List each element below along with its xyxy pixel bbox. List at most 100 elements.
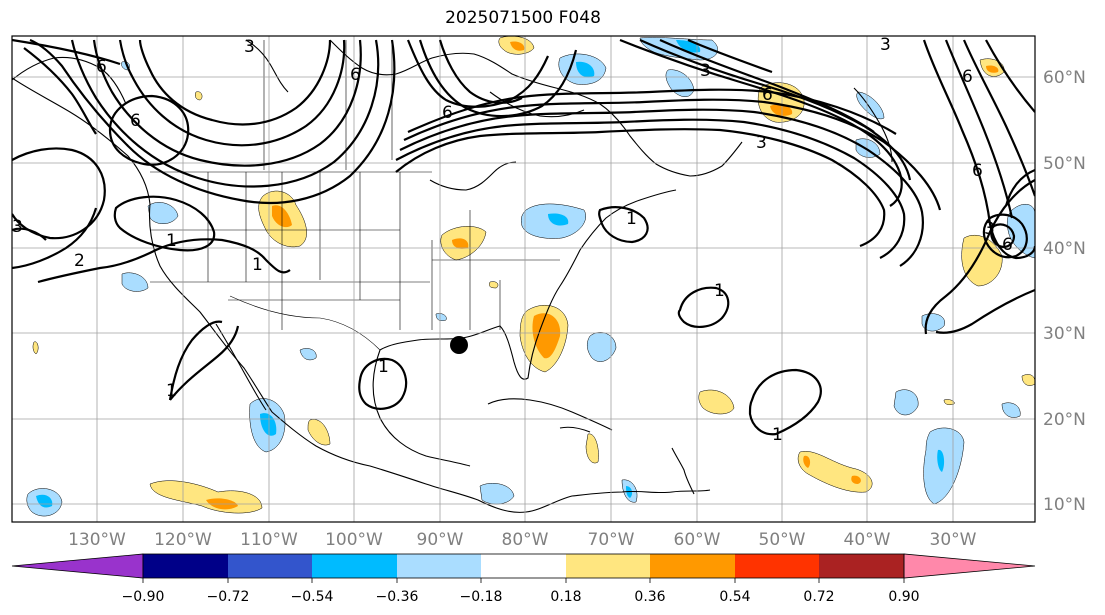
- anomaly-negative: [576, 61, 595, 78]
- anomaly-negative: [479, 483, 515, 505]
- contour-label: 1: [166, 381, 177, 401]
- colorbar-segment: [481, 554, 566, 578]
- latitude-label: 10°N: [1043, 495, 1086, 515]
- contour-label: 1: [378, 357, 389, 377]
- longitude-label: 30°W: [930, 530, 977, 550]
- anomaly-negative: [1001, 402, 1021, 418]
- colorbar-segment: [143, 554, 228, 578]
- colorbar-segment: [312, 554, 397, 578]
- anomaly-positive: [307, 419, 331, 446]
- map-title: 2025071500 F048: [445, 8, 601, 28]
- colorbar-outline: [142, 553, 905, 579]
- contour-label: 2: [74, 251, 85, 271]
- contour-label: 6: [350, 65, 361, 85]
- map-frame: [11, 35, 1036, 523]
- anomaly-negative: [587, 332, 617, 362]
- anomaly-positive: [1021, 374, 1035, 386]
- colorbar-tick-label: −0.18: [460, 589, 503, 605]
- colorbar-segment: [228, 554, 312, 578]
- colorbar-segment: [397, 554, 481, 578]
- colorbar-segment: [11, 553, 144, 579]
- colorbar-tick-label: 0.54: [719, 589, 750, 605]
- longitude-label: 130°W: [68, 530, 126, 550]
- graticule: [12, 36, 1035, 522]
- contour-label: 1: [626, 209, 637, 229]
- colorbar-segment: [903, 553, 1036, 579]
- contour-label: 6: [972, 161, 983, 181]
- latitude-labels: 60°N 50°N 40°N 30°N 20°N 10°N: [1043, 68, 1086, 515]
- anomaly-negative: [893, 389, 919, 416]
- anomaly-negative: [147, 202, 179, 224]
- anomaly-negative: [937, 449, 945, 472]
- latitude-label: 20°N: [1043, 410, 1086, 430]
- latitude-label: 60°N: [1043, 68, 1086, 88]
- longitude-label: 60°W: [674, 530, 721, 550]
- anomaly-negative: [548, 213, 569, 226]
- colorbar-tick-label: 0.36: [634, 589, 665, 605]
- anomaly-positive: [943, 399, 955, 406]
- anomaly-positive: [698, 389, 735, 415]
- storm-position-marker: [450, 336, 468, 354]
- colorbar-segment: [566, 554, 650, 578]
- colorbar-tick-label: −0.54: [291, 589, 334, 605]
- longitude-label: 70°W: [588, 530, 635, 550]
- anomaly-positive: [489, 281, 499, 289]
- colorbar-tick-label: 0.18: [550, 589, 581, 605]
- contour-label: 1: [252, 255, 263, 275]
- contour-label: 6: [762, 85, 773, 105]
- anomaly-positive: [194, 91, 203, 101]
- colorbar-tick-label: −0.36: [376, 589, 419, 605]
- contour-label-group: 6 3 6 6 6 3 3 3 6 3 6 2 1 1 1 1 1 1 1 3 …: [12, 35, 1013, 445]
- contour-label: 6: [130, 111, 141, 131]
- anomaly-positive: [32, 341, 39, 355]
- latitude-label: 50°N: [1043, 154, 1086, 174]
- colorbar-segment: [735, 554, 819, 578]
- longitude-label: 100°W: [325, 530, 383, 550]
- contour-label: 6: [442, 103, 453, 123]
- anomaly-positive: [510, 41, 525, 51]
- political-borders: [150, 40, 560, 351]
- longitude-label: 50°W: [759, 530, 806, 550]
- anomaly-negative: [299, 348, 317, 361]
- anomaly-positive: [770, 104, 793, 116]
- contour-label: 6: [96, 57, 107, 77]
- contour-lines: [12, 38, 1035, 436]
- longitude-label: 90°W: [417, 530, 464, 550]
- anomaly-positive: [585, 433, 599, 464]
- anomaly-positive: [851, 475, 861, 484]
- colorbar-segment: [650, 554, 735, 578]
- colorbar-tick-label: −0.90: [122, 589, 165, 605]
- contour-label: 3: [700, 61, 711, 81]
- colorbar: [11, 553, 1036, 583]
- contour-label: 1: [714, 281, 725, 301]
- contour-label: 3: [244, 37, 255, 57]
- latitude-label: 30°N: [1043, 324, 1086, 344]
- anomaly-positive: [986, 65, 999, 73]
- anomaly-positive: [803, 455, 811, 468]
- coastlines: [12, 39, 893, 513]
- colorbar-segment: [819, 554, 904, 578]
- longitude-label: 80°W: [502, 530, 549, 550]
- contour-label: 1: [166, 231, 177, 251]
- colorbar-tick-label: 0.72: [803, 589, 834, 605]
- contour-label: 1: [772, 425, 783, 445]
- contour-label: 3: [12, 217, 23, 237]
- contour-label: 3: [756, 133, 767, 153]
- longitude-label: 110°W: [240, 530, 298, 550]
- longitude-labels: 130°W 120°W 110°W 100°W 90°W 80°W 70°W 6…: [68, 530, 977, 550]
- longitude-label: 120°W: [154, 530, 212, 550]
- latitude-label: 40°N: [1043, 239, 1086, 259]
- anomaly-negative: [435, 313, 447, 321]
- anomaly-negative: [121, 272, 149, 292]
- longitude-label: 40°W: [844, 530, 891, 550]
- anomaly-positive: [452, 238, 469, 249]
- colorbar-tick-label: 0.90: [888, 589, 919, 605]
- colorbar-tick-label: −0.72: [207, 589, 250, 605]
- anomaly-positive: [532, 313, 561, 359]
- contour-label: 6: [962, 67, 973, 87]
- contour-label: 6: [1002, 235, 1013, 255]
- contour-label: 3: [880, 35, 891, 55]
- colorbar-tick-labels: −0.90 −0.72 −0.54 −0.36 −0.18 0.18 0.36 …: [122, 589, 920, 605]
- contour-label: 3: [984, 219, 995, 239]
